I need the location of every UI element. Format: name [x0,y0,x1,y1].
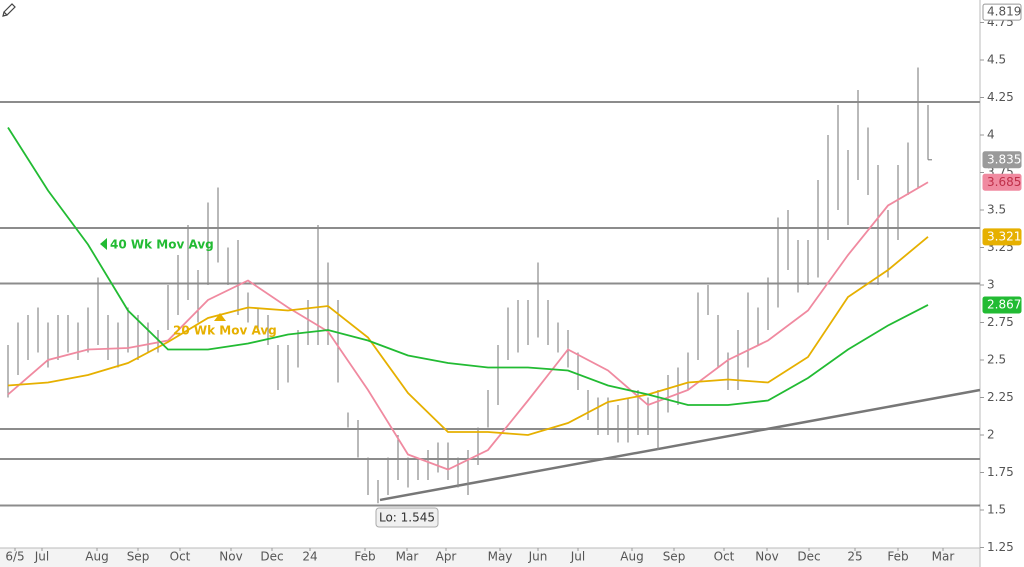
moving-average-line [7,236,929,436]
x-tick-label: Mar [932,550,955,564]
x-tick-label: Feb [354,550,375,564]
x-tick-label: Dec [260,550,283,564]
x-tick-label: Dec [797,550,820,564]
x-tick-label: 25 [847,550,862,564]
y-tick-label: 1.25 [987,540,1014,554]
axis-high-label-box [982,3,1022,21]
x-tick-label: Aug [85,550,108,564]
low-label: Lo: 1.545 [379,511,435,525]
series-last-label-box [982,228,1022,246]
moving-average-line [7,127,929,406]
annotation-arrow [100,238,107,250]
x-tick-label: Jul [570,550,585,564]
y-tick-label: 1.5 [987,503,1006,517]
x-tick-label: Feb [887,550,908,564]
x-tick-label: Sep [663,550,686,564]
y-tick-label: 4.25 [987,90,1014,104]
x-tick-label: Jul [34,550,49,564]
x-tick-label: Sep [127,550,150,564]
pencil-icon[interactable] [2,3,16,17]
y-tick-label: 2.5 [987,353,1006,367]
y-tick-label: 2 [987,428,995,442]
last-price-label-box [982,151,1022,169]
y-tick-label: 2.75 [987,315,1014,329]
annotation-arrow [214,313,226,321]
series-last-label-box [982,296,1022,314]
x-tick-label: May [488,550,513,564]
series-label: 40 Wk Mov Avg [110,238,214,252]
series-label: 20 Wk Mov Avg [173,324,277,338]
y-tick-label: 4.5 [987,53,1006,67]
x-tick-label: Aug [620,550,643,564]
y-tick-label: 4 [987,128,995,142]
x-tick-label: 24 [302,550,317,564]
low-label-box [375,507,439,528]
series-last-label: 3.321 [987,229,1021,243]
series-last-label: 3.685 [987,175,1021,189]
trendline [379,388,981,502]
y-tick-label: 1.75 [987,465,1014,479]
y-tick-label: 3 [987,278,995,292]
y-tick-label: 2.25 [987,390,1014,404]
axis-high-label: 4.819 [987,5,1021,19]
series-last-label-box [982,173,1022,191]
x-tick-label: Mar [396,550,419,564]
x-tick-label: Oct [170,550,191,564]
x-tick-label: Apr [436,550,457,564]
y-tick-label: 3.5 [987,203,1006,217]
x-axis-strip [0,548,980,567]
x-tick-label: Nov [219,550,242,564]
x-tick-label: Jun [528,550,548,564]
last-price-label: 3.835 [987,152,1021,166]
series-last-label: 2.867 [987,297,1021,311]
x-tick-label: Nov [755,550,778,564]
x-tick-label: 6/5 [5,550,24,564]
x-tick-label: Oct [714,550,735,564]
